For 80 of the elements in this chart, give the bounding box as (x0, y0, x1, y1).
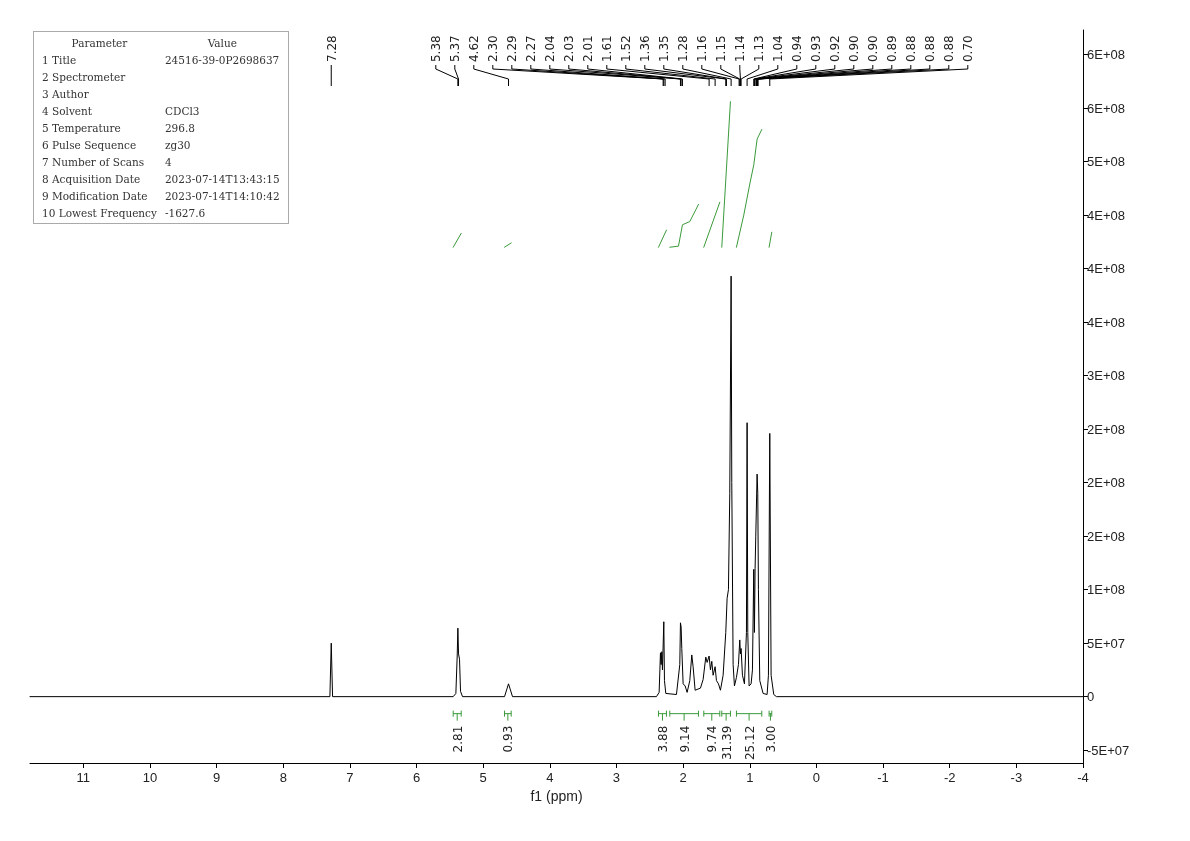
annotation: 0.89 (885, 35, 900, 62)
annotation: 1.04 (771, 35, 786, 62)
y-tick-label: -5E+07 (1087, 742, 1130, 758)
annotation: 3.00 (763, 725, 778, 753)
annotation: 1.13 (752, 35, 767, 62)
annotation: 1.52 (619, 35, 634, 62)
annotation: 2.30 (486, 35, 501, 62)
annotation: 0.93 (809, 35, 824, 62)
annotation: 0.90 (866, 35, 881, 62)
x-tick-label: -4 (1077, 770, 1089, 785)
annotation: 0.88 (942, 35, 957, 62)
x-tick-label: -2 (943, 770, 956, 785)
annotation: 2.81 (450, 725, 465, 753)
annotation: 1.14 (733, 35, 748, 62)
text: 9 Modification Date 2023-07-14T14:10:42 (42, 189, 280, 202)
annotation: 1.28 (676, 35, 691, 62)
y-tick-label: 0 (1087, 689, 1095, 705)
y-tick-label: 1E+08 (1087, 582, 1125, 598)
annotation: 0.90 (847, 35, 862, 62)
annotation: 0.92 (828, 35, 843, 62)
x-tick-label: 3 (612, 770, 621, 785)
annotation: 1.35 (657, 35, 672, 62)
annotation: 5.37 (448, 35, 463, 62)
y-tick-label: 5E+08 (1087, 154, 1125, 170)
annotation: 1.15 (714, 35, 729, 62)
x-tick-label: 8 (279, 770, 287, 785)
text: 6 Pulse Sequence zg30 (42, 138, 191, 151)
y-tick-label: 2E+08 (1087, 475, 1125, 491)
y-tick-label: 4E+08 (1087, 314, 1125, 330)
y-tick-label: 5E+07 (1087, 635, 1125, 651)
annotation: 5.38 (429, 35, 444, 62)
annotation: 2.01 (581, 35, 596, 62)
annotation: 2.27 (524, 35, 539, 62)
x-tick-label: -1 (877, 770, 889, 785)
y-tick-label: 6E+08 (1087, 100, 1125, 116)
annotation: 2.04 (543, 35, 558, 62)
annotation: 2.29 (505, 35, 520, 62)
y-tick-label: 4E+08 (1087, 207, 1125, 223)
annotation: 1.36 (638, 35, 653, 62)
x-tick-label: 4 (546, 770, 554, 785)
x-tick-label: 7 (346, 770, 354, 785)
text: 4 Solvent CDCl3 (42, 104, 200, 117)
text: 1 Title 24516-39-0P2698637 (42, 53, 280, 66)
y-tick-label: 6E+08 (1087, 47, 1125, 63)
x-tick-label: 11 (76, 770, 91, 785)
annotation: 3.88 (655, 725, 670, 753)
annotation: 0.88 (904, 35, 919, 62)
y-tick-label: 2E+08 (1087, 528, 1125, 544)
annotation: 1.61 (600, 35, 615, 62)
annotation: 0.88 (923, 35, 938, 62)
annotation: 25.12 (742, 725, 757, 761)
annotation: 10 Lowest Frequency -1627.6 (41, 205, 207, 221)
x-tick-label: 5 (479, 770, 487, 785)
annotation: 9.14 (677, 725, 692, 753)
x-tick-label: -3 (1010, 770, 1023, 785)
annotation: 9.74 (705, 725, 720, 753)
x-tick-label: 6 (412, 770, 421, 785)
text: 8 Acquisition Date 2023-07-14T13:43:15 (42, 172, 280, 185)
annotation: 2.03 (562, 35, 577, 62)
annotation: 31.39 (719, 725, 734, 761)
x-tick-label: 9 (212, 770, 221, 785)
annotation: 7.28 (324, 35, 339, 62)
y-tick-label: 3E+08 (1087, 368, 1125, 384)
x-tick-label: 10 (142, 770, 158, 785)
annotation: 1.16 (695, 35, 710, 62)
x-tick-label: 0 (812, 770, 821, 785)
x-tick-label: 1 (746, 770, 754, 785)
text: 7 Number of Scans 4 (42, 155, 172, 168)
annotation: 0.93 (501, 725, 516, 753)
annotation: 0.94 (790, 35, 805, 62)
y-tick-label: 2E+08 (1087, 421, 1125, 437)
annotation: 2 Spectrometer (41, 69, 127, 85)
y-tick-label: 4E+08 (1087, 261, 1125, 277)
annotation: 0.70 (961, 35, 976, 62)
annotation: 3 Author (41, 86, 90, 102)
x-axis-title: f1 (ppm) (530, 787, 583, 804)
x-tick-label: 2 (679, 770, 687, 785)
text: 5 Temperature 296.8 (42, 121, 195, 134)
annotation: 4.62 (467, 35, 482, 62)
text: Parameter Value (71, 36, 237, 49)
